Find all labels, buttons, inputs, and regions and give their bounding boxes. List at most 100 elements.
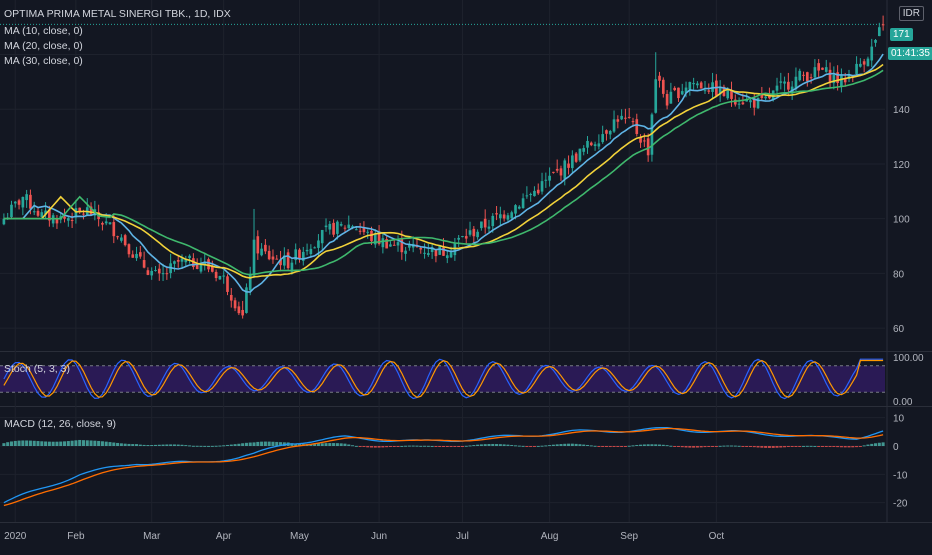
macd-histogram-bar — [252, 442, 256, 446]
macd-histogram-bar — [241, 443, 245, 446]
candle-body — [32, 211, 36, 213]
candle-body — [290, 262, 294, 272]
macd-histogram-bar — [36, 441, 40, 446]
candle-body — [548, 175, 551, 181]
candle-body — [21, 196, 25, 208]
candle-body — [688, 82, 692, 90]
macd-histogram-bar — [104, 441, 108, 446]
macd-histogram-bar — [184, 445, 188, 447]
macd-histogram-bar — [347, 444, 351, 446]
candle-body — [29, 194, 32, 209]
candle-body — [521, 198, 525, 209]
candle-body — [881, 24, 885, 26]
candle-body — [680, 91, 684, 95]
ma10-legend[interactable]: MA (10, close, 0) — [4, 25, 83, 37]
currency-badge[interactable]: IDR — [898, 6, 924, 21]
macd-histogram-bar — [661, 444, 665, 446]
candle-body — [650, 114, 654, 155]
candle-body — [347, 224, 351, 229]
macd-histogram-bar — [6, 442, 10, 446]
macd-histogram-bar — [453, 446, 457, 447]
candle-body — [101, 222, 104, 225]
time-tick-label: Oct — [709, 531, 725, 542]
macd-histogram-bar — [669, 445, 673, 447]
macd-histogram-bar — [608, 446, 612, 447]
candle-body — [499, 214, 502, 219]
macd-histogram-bar — [324, 443, 328, 446]
candle-body — [472, 228, 476, 237]
macd-histogram-bar — [358, 446, 362, 447]
macd-histogram-bar — [567, 443, 571, 446]
macd-histogram-bar — [673, 446, 677, 447]
candle-body — [63, 216, 66, 219]
candle-body — [737, 103, 741, 105]
price-tick-label: 60 — [893, 324, 905, 335]
time-tick-label: Jul — [456, 531, 469, 542]
macd-histogram-bar — [70, 440, 74, 446]
macd-histogram-bar — [585, 444, 590, 446]
ma30-legend[interactable]: MA (30, close, 0) — [4, 55, 83, 67]
macd-histogram-bar — [21, 440, 25, 446]
ma20-legend[interactable]: MA (20, close, 0) — [4, 40, 83, 52]
macd-histogram-bar — [157, 444, 161, 446]
candle-body — [832, 74, 836, 84]
macd-histogram-bar — [699, 446, 703, 448]
macd-histogram-bar — [2, 443, 6, 446]
macd-histogram-bar — [222, 445, 226, 447]
candle-body — [123, 235, 127, 246]
macd-histogram-bar — [426, 445, 430, 447]
candle-body — [343, 227, 347, 229]
candle-body — [385, 239, 388, 249]
candle-body — [859, 63, 862, 67]
candle-body — [540, 181, 544, 192]
candle-body — [517, 206, 521, 209]
candle-body — [116, 236, 119, 238]
candle-body — [787, 81, 790, 90]
macd-histogram-bar — [570, 443, 574, 446]
candle-body — [533, 190, 536, 197]
macd-histogram-bar — [44, 441, 48, 446]
macd-histogram-bar — [343, 443, 347, 446]
macd-histogram-bar — [218, 445, 222, 447]
time-tick-label: May — [290, 531, 309, 542]
candle-body — [707, 90, 711, 92]
macd-histogram-bar — [351, 445, 355, 447]
stoch-label[interactable]: Stoch (5, 3, 3) — [4, 363, 70, 375]
candle-body — [2, 218, 6, 225]
price-tick-label: 100 — [893, 215, 910, 226]
candle-body — [245, 287, 248, 313]
ma20-line — [3, 63, 884, 279]
candle-body — [44, 210, 47, 215]
candle-body — [25, 194, 28, 201]
price-tick-label: 140 — [893, 105, 910, 116]
macd-histogram-bar — [684, 446, 688, 448]
candle-body — [802, 74, 805, 76]
candle-body — [146, 270, 150, 275]
candle-body — [817, 63, 821, 71]
macd-histogram-bar — [150, 445, 154, 447]
macd-histogram-bar — [574, 443, 578, 446]
macd-label[interactable]: MACD (12, 26, close, 9) — [4, 418, 117, 430]
macd-histogram-bar — [419, 445, 423, 447]
candle-body — [78, 207, 82, 212]
candle-body — [370, 230, 373, 242]
candle-body — [809, 77, 813, 79]
candle-body — [188, 255, 191, 259]
macd-histogram-bar — [165, 444, 169, 446]
stoch-tick-label: 0.00 — [893, 397, 913, 408]
macd-histogram-bar — [267, 441, 271, 446]
candle-body — [248, 273, 252, 291]
macd-histogram-bar — [866, 444, 870, 446]
candle-body — [430, 247, 434, 253]
macd-histogram-bar — [517, 445, 521, 447]
macd-histogram-bar — [40, 441, 44, 446]
macd-histogram-bar — [874, 443, 878, 446]
macd-histogram-bar — [563, 443, 567, 446]
macd-histogram-bar — [464, 445, 468, 447]
macd-histogram-bar — [320, 443, 324, 446]
macd-histogram-bar — [604, 446, 608, 447]
macd-histogram-bar — [748, 446, 752, 447]
candle-body — [631, 121, 635, 123]
macd-histogram-bar — [688, 446, 692, 448]
